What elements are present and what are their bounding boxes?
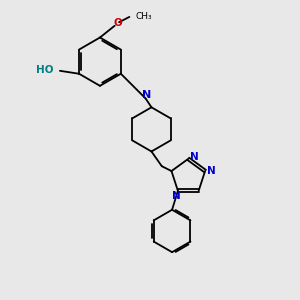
Text: N: N bbox=[172, 191, 181, 201]
Text: CH₃: CH₃ bbox=[135, 11, 152, 20]
Text: N: N bbox=[207, 166, 216, 176]
Text: O: O bbox=[113, 18, 122, 28]
Text: N: N bbox=[142, 90, 152, 100]
Text: HO: HO bbox=[36, 65, 53, 75]
Text: N: N bbox=[190, 152, 199, 162]
